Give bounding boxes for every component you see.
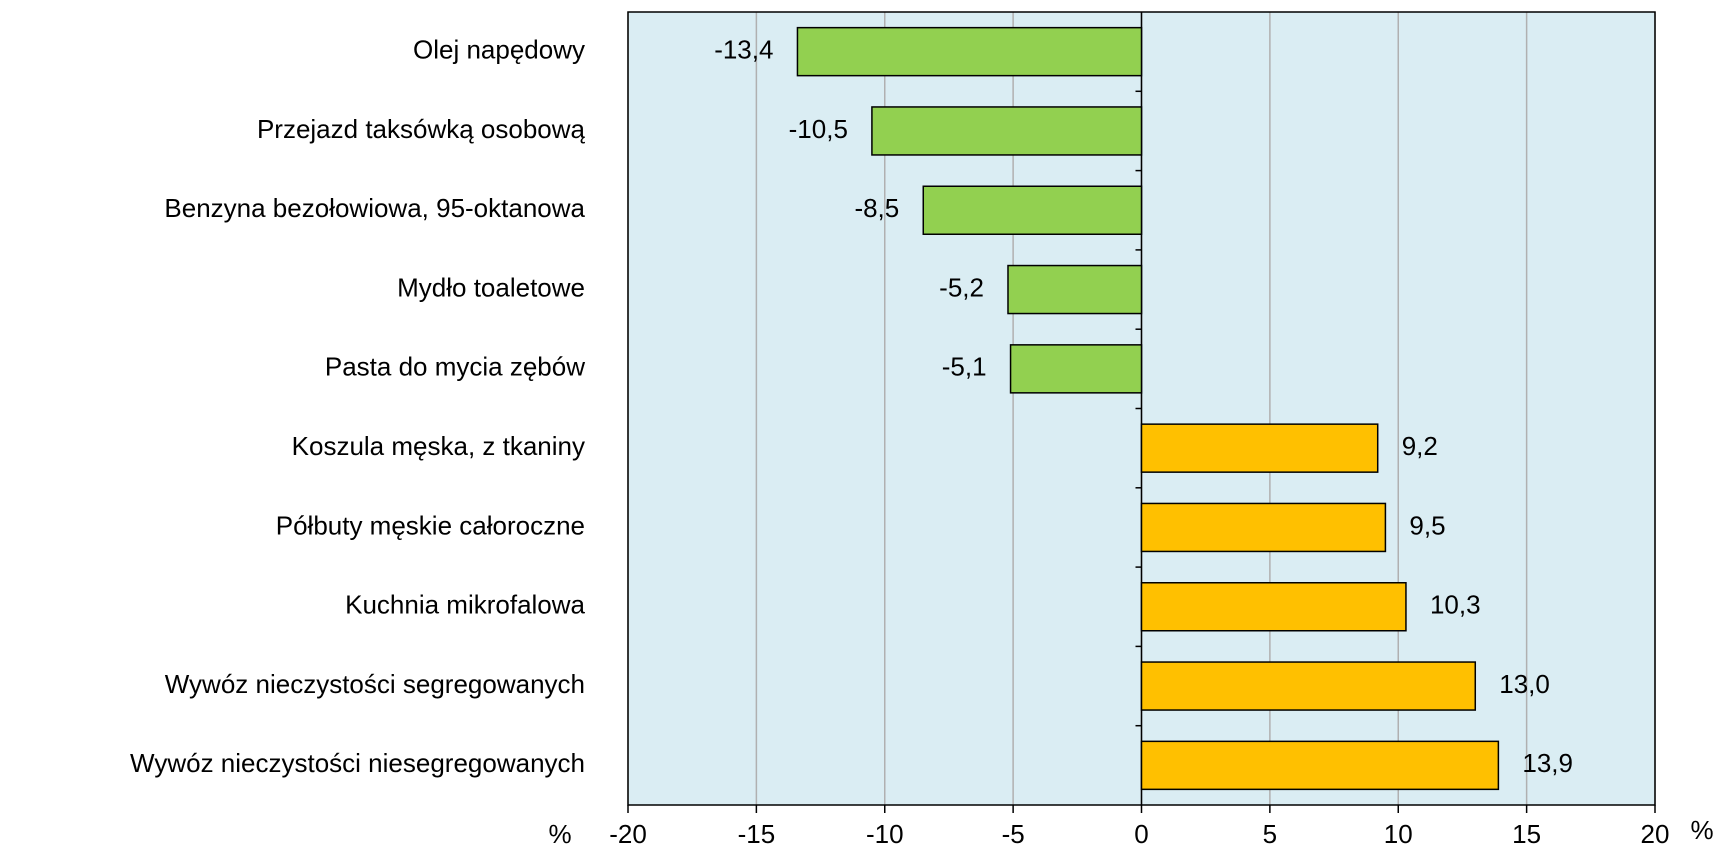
bar	[1007, 264, 1143, 315]
y-tick-label: Pasta do mycia zębów	[325, 352, 585, 382]
value-label: 10,3	[1430, 590, 1481, 620]
bar	[1140, 423, 1379, 473]
bar	[871, 106, 1143, 156]
bar	[796, 26, 1143, 77]
y-tick-label: Mydło toaletowe	[397, 272, 585, 302]
value-label: 9,5	[1409, 510, 1445, 540]
value-label: -5,2	[939, 272, 984, 302]
value-label: -8,5	[854, 193, 899, 223]
x-tick-label: -15	[738, 819, 776, 849]
y-tick-label: Koszula męska, z tkaniny	[292, 431, 585, 461]
y-tick-label: Kuchnia mikrofalowa	[345, 590, 585, 620]
value-label: -5,1	[942, 352, 987, 382]
value-label: 9,2	[1402, 431, 1438, 461]
value-label: -10,5	[789, 114, 848, 144]
x-tick-label: 20	[1641, 819, 1670, 849]
plot-border	[627, 11, 1656, 806]
bar	[1009, 344, 1143, 394]
bar	[1140, 740, 1500, 791]
value-label: 13,0	[1499, 669, 1550, 699]
value-label: 13,9	[1522, 748, 1573, 778]
y-tick-label: Przejazd taksówką osobową	[257, 114, 586, 144]
value-label: -13,4	[714, 35, 773, 65]
x-tick-label: -10	[866, 819, 904, 849]
x-tick-label: 10	[1384, 819, 1413, 849]
x-unit-left: %	[548, 819, 571, 849]
y-tick-label: Wywóz nieczystości segregowanych	[165, 669, 585, 699]
x-tick-label: -20	[609, 819, 647, 849]
bar	[1140, 661, 1477, 711]
bar	[1140, 502, 1387, 553]
bar	[922, 185, 1143, 235]
x-unit-right: %	[1690, 815, 1713, 845]
x-tick-label: 15	[1512, 819, 1541, 849]
x-tick-label: 0	[1134, 819, 1148, 849]
y-tick-label: Benzyna bezołowiowa, 95-oktanowa	[164, 193, 585, 223]
y-tick-label: Olej napędowy	[413, 35, 585, 65]
x-tick-label: 5	[1263, 819, 1277, 849]
y-tick-label: Półbuty męskie całoroczne	[276, 510, 585, 540]
x-tick-label: -5	[1002, 819, 1025, 849]
bar	[1140, 582, 1407, 632]
y-tick-label: Wywóz nieczystości niesegregowanych	[130, 748, 585, 778]
